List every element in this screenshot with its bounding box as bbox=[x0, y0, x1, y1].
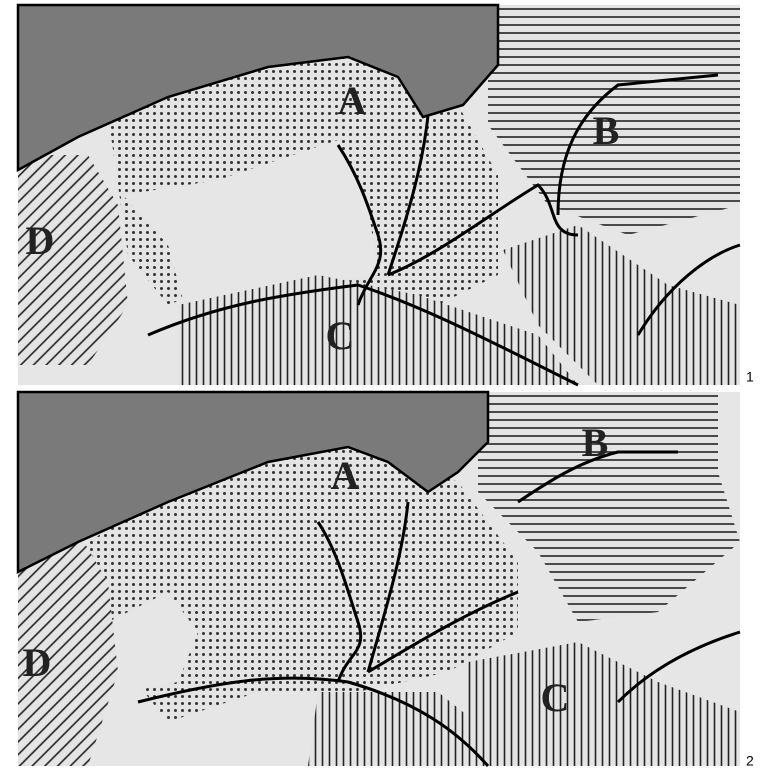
region-c bbox=[178, 275, 578, 385]
river bbox=[636, 243, 741, 336]
region-label: A bbox=[331, 453, 360, 498]
region-c bbox=[308, 692, 488, 766]
region-label: C bbox=[326, 313, 355, 358]
map-panel: A B C D bbox=[16, 3, 741, 387]
region-c bbox=[503, 225, 740, 385]
region-b bbox=[488, 5, 740, 235]
region-label: A bbox=[338, 78, 367, 123]
map-panel: A B C D bbox=[16, 390, 741, 767]
river bbox=[616, 630, 741, 704]
panel-number: 2 bbox=[746, 753, 754, 769]
panel-number: 1 bbox=[746, 369, 754, 385]
region-d bbox=[18, 155, 128, 365]
river bbox=[556, 73, 719, 216]
region-label: D bbox=[26, 218, 55, 263]
river bbox=[137, 676, 490, 767]
river bbox=[387, 183, 579, 277]
region-label: C bbox=[541, 675, 570, 720]
region-b bbox=[478, 392, 740, 622]
sea bbox=[16, 3, 500, 173]
region-d bbox=[18, 532, 118, 766]
region-label: B bbox=[582, 420, 609, 465]
river bbox=[316, 521, 363, 683]
sea bbox=[16, 390, 490, 575]
light-area bbox=[123, 140, 378, 300]
region-label: B bbox=[593, 108, 620, 153]
river bbox=[386, 114, 430, 276]
light-area bbox=[108, 592, 198, 692]
river bbox=[366, 501, 410, 673]
river bbox=[147, 283, 579, 387]
river bbox=[367, 590, 519, 674]
river bbox=[336, 144, 383, 306]
region-a bbox=[88, 432, 518, 722]
region-c bbox=[468, 642, 740, 766]
river bbox=[517, 450, 678, 504]
region-label: D bbox=[23, 640, 52, 685]
